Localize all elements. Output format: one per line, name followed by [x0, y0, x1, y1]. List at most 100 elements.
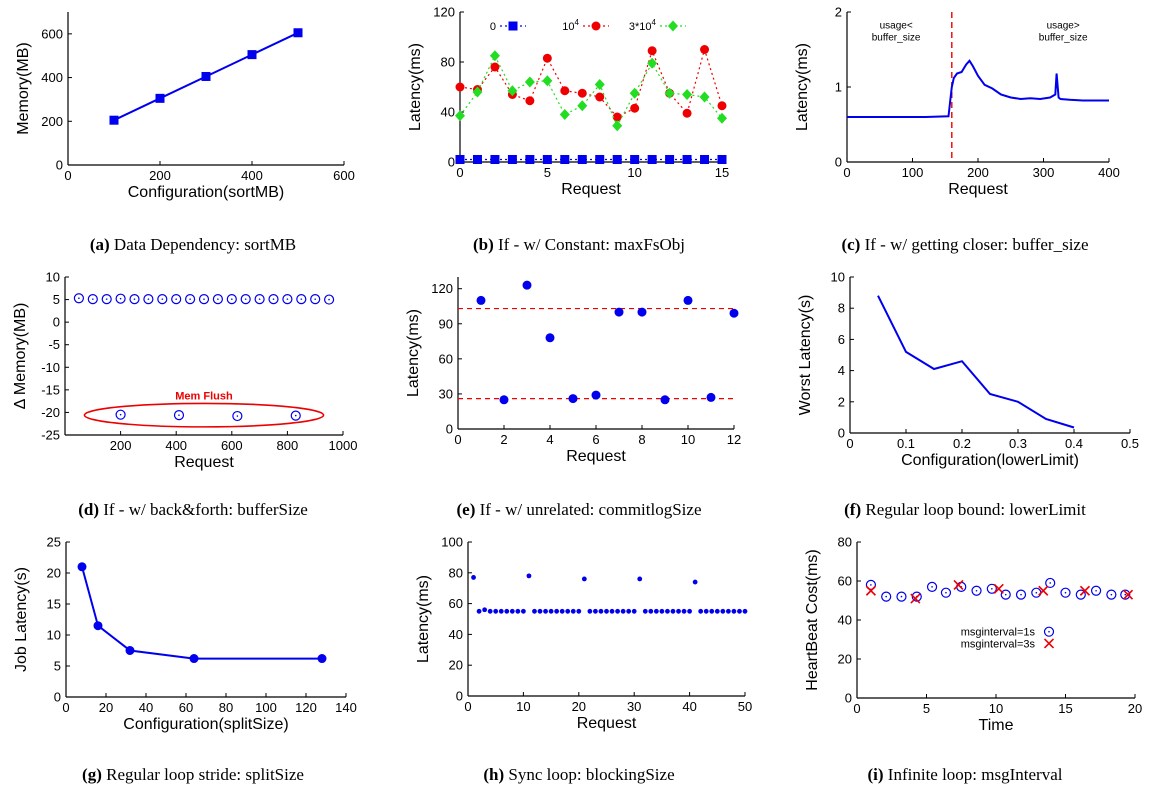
legend-label: 104: [562, 18, 579, 33]
data-point-open: [87, 294, 98, 305]
data-point: [620, 608, 626, 614]
annotation-text: buffer_size: [872, 33, 921, 44]
y-tick-label: -5: [48, 337, 60, 352]
chart-g: 0 20 40 60 80 100 120 140 0 5 10 15 20 25 Configuratio…: [13, 535, 357, 734]
data-point-open: [1060, 587, 1071, 598]
y-tick-label: 0: [838, 426, 845, 441]
data-point-center: [885, 595, 887, 598]
x-axis-label: Time: [979, 717, 1014, 734]
data-point: [615, 608, 620, 614]
y-tick-label: 20: [47, 566, 61, 581]
data-point: [482, 607, 488, 613]
data-point-square: [612, 155, 622, 164]
y-axis-label: Latency(ms): [415, 575, 432, 663]
data-point: [559, 608, 565, 614]
data-point: [591, 390, 601, 400]
data-point-open: [254, 294, 265, 305]
data-point-square: [717, 155, 727, 164]
mem-flush-label: Mem Flush: [175, 390, 233, 402]
data-point-center: [1004, 593, 1007, 596]
y-tick-label: 200: [41, 114, 63, 129]
data-point-square: [665, 155, 675, 164]
x-tick-label: 8: [638, 432, 645, 447]
data-point-center: [231, 298, 233, 300]
data-point: [490, 62, 500, 72]
data-point: [670, 608, 676, 614]
data-point-center: [236, 415, 239, 417]
x-tick-label: 0.4: [1065, 436, 1083, 451]
y-tick-label: 90: [439, 316, 453, 331]
data-point: [499, 395, 509, 405]
data-point: [504, 608, 510, 614]
x-tick-label: 0: [62, 700, 69, 715]
y-tick-label: 40: [838, 613, 852, 628]
y-tick-label: 40: [441, 105, 455, 120]
data-point-cross: [910, 593, 921, 604]
caption-i: (i) Infinite loop: msgInterval: [772, 765, 1158, 785]
data-point-square: [700, 155, 710, 164]
data-point: [493, 608, 499, 614]
data-point: [742, 608, 748, 614]
data-point-open: [101, 294, 112, 305]
data-point-center: [119, 413, 122, 416]
legend-label: 0: [490, 21, 496, 33]
caption-h: (h) Sync loop: blockingSize: [386, 765, 772, 785]
chart-panel-c: 0 100 200 300 400 0 1 2 Request Latency(ms) usage<…: [772, 0, 1158, 265]
data-point-center: [161, 298, 164, 300]
data-point-open: [296, 294, 307, 305]
y-tick-label: 5: [53, 292, 60, 307]
data-point: [725, 608, 731, 614]
x-axis-label: Configuration(sortMB): [128, 184, 285, 201]
y-tick-label: 0: [56, 158, 63, 173]
data-point-center: [294, 414, 297, 417]
caption-text: If - w/ getting closer: buffer_size: [860, 235, 1089, 254]
data-point-diamond: [542, 75, 553, 87]
data-point-open: [198, 294, 210, 305]
data-point-open: [1043, 626, 1055, 637]
x-tick-label: 12: [727, 432, 741, 447]
data-point: [509, 608, 515, 614]
caption-c: (c) If - w/ getting closer: buffer_size: [772, 235, 1158, 255]
chart-a: 0 200 400 600 0 200 400 600 Configuration(sortMB…: [15, 12, 355, 201]
data-point: [587, 608, 593, 614]
y-axis-label: Memory(MB): [15, 42, 32, 134]
x-tick-label: 0.5: [1121, 436, 1139, 451]
caption-text: If - w/ Constant: maxFsObj: [493, 235, 686, 254]
x-tick-label: 0: [456, 165, 463, 180]
data-point-center: [178, 414, 180, 416]
chart-panel-f: 0 0.1 0.2 0.3 0.4 0.5 0 2 4 6 8 10 Configuration(low…: [772, 265, 1158, 530]
x-tick-label: 600: [333, 168, 355, 183]
data-point-open: [240, 294, 251, 305]
x-tick-label: 10: [681, 432, 695, 447]
data-point: [692, 579, 698, 585]
data-point-center: [244, 298, 247, 300]
data-point-open: [226, 294, 237, 305]
y-tick-label: 0: [835, 155, 842, 170]
y-tick-label: 60: [449, 596, 463, 611]
series-line: [847, 59, 1109, 118]
data-point-open: [115, 409, 126, 420]
data-point: [653, 608, 659, 614]
x-tick-label: 10: [516, 699, 530, 714]
caption-letter: (e): [456, 500, 476, 519]
data-point-center: [1048, 630, 1050, 633]
data-point-center: [217, 298, 219, 300]
data-point-square: [472, 155, 482, 164]
x-tick-label: 30: [627, 699, 641, 714]
x-tick-label: 0: [464, 699, 471, 714]
data-point: [560, 86, 570, 96]
x-tick-label: 80: [219, 700, 233, 715]
data-point: [542, 53, 552, 63]
legend-label: 3*104: [629, 18, 657, 33]
y-tick-label: -20: [41, 405, 60, 420]
data-point-cross: [1043, 638, 1055, 649]
data-point-open: [115, 293, 126, 304]
y-tick-label: 60: [838, 574, 852, 589]
legend-label: msginterval=1s: [961, 627, 1036, 639]
data-point-center: [78, 297, 80, 300]
x-tick-label: 300: [1033, 165, 1055, 180]
data-point: [476, 608, 482, 614]
y-tick-label: 4: [838, 363, 845, 378]
